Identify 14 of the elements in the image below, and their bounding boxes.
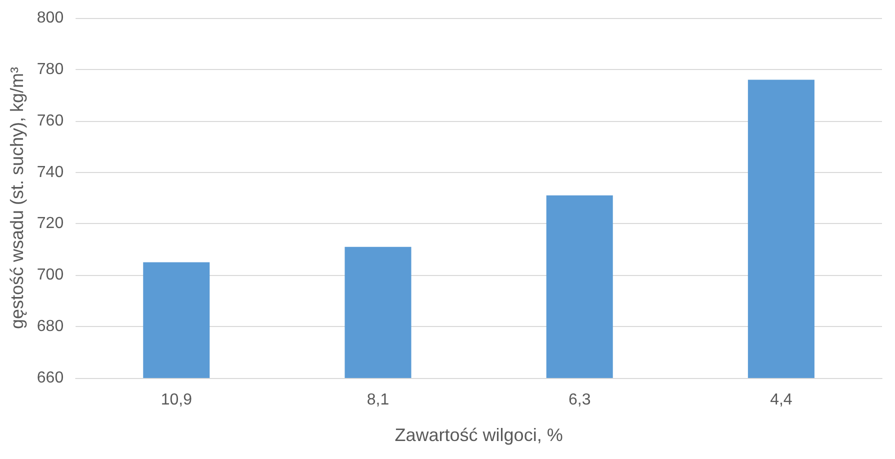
y-axis-title: gęstość wsadu (st. suchy), kg/m³ [7, 66, 27, 330]
y-tick-label: 720 [36, 215, 64, 232]
y-tick-label: 760 [36, 112, 64, 130]
x-tick-label: 10,9 [160, 392, 192, 408]
x-tick-label: 6,3 [568, 392, 591, 408]
x-axis-title: Zawartość wilgoci, % [394, 425, 563, 445]
y-tick-label: 800 [36, 10, 64, 26]
y-tick-label: 740 [36, 164, 64, 181]
y-tick-label: 700 [36, 266, 64, 284]
y-tick-label: 780 [36, 60, 64, 78]
y-tick-label: 660 [36, 370, 64, 386]
y-tick-label: 680 [36, 318, 64, 336]
x-tick-label: 8,1 [366, 392, 390, 408]
x-tick-label: 4,4 [770, 392, 792, 408]
